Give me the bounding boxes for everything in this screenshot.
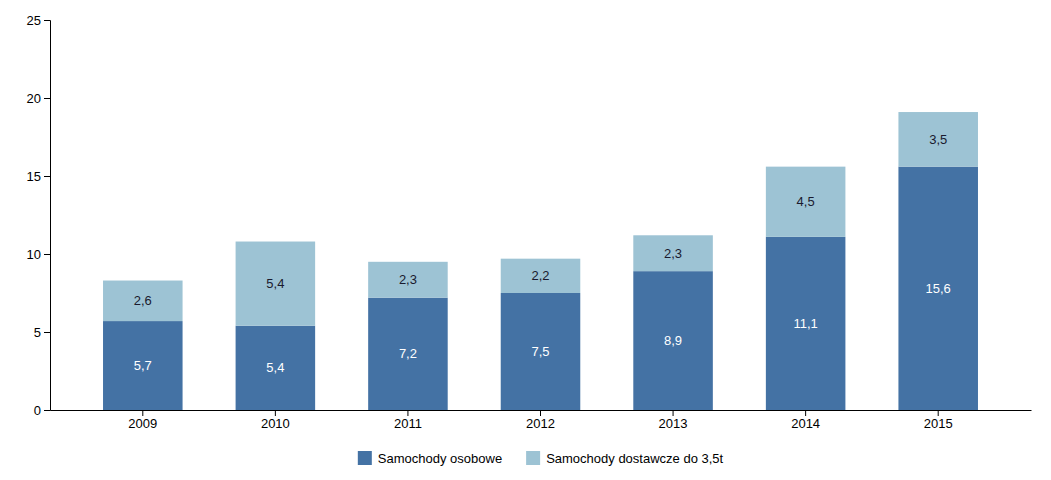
y-tick: 20 — [27, 91, 50, 106]
bar — [236, 242, 316, 326]
x-tick: 2012 — [526, 410, 555, 431]
data-label: 5,7 — [134, 358, 152, 373]
bar — [236, 326, 316, 410]
legend-item: Samochody dostawcze do 3,5t — [526, 451, 723, 466]
tick-mark — [44, 98, 50, 99]
tick-label: 2012 — [526, 416, 555, 431]
tick-mark — [805, 410, 806, 416]
bar-series — [103, 167, 978, 410]
bar — [501, 293, 581, 410]
tick-mark — [44, 254, 50, 255]
tick-label: 2015 — [924, 416, 953, 431]
bar — [368, 262, 448, 298]
bars — [103, 112, 978, 410]
tick-label: 0 — [34, 403, 41, 418]
data-label: 15,6 — [926, 281, 951, 296]
tick-mark — [44, 176, 50, 177]
data-label: 7,2 — [399, 346, 417, 361]
tick-label: 10 — [27, 247, 41, 262]
legend: Samochody osobowe Samochody dostawcze do … — [358, 451, 724, 466]
legend-swatch — [526, 451, 540, 465]
data-label: 11,1 — [793, 316, 817, 331]
bar-series — [103, 112, 978, 326]
plot: 5,7 5,4 7,2 7,5 8,9 11,1 15,6 2,6 5,4 2,3 2,2 2,3 4,… — [27, 13, 1032, 432]
data-label: 2,2 — [531, 268, 549, 283]
bar — [501, 259, 581, 293]
x-tick: 2010 — [261, 410, 290, 431]
data-label: 5,4 — [266, 276, 284, 291]
bar — [633, 271, 713, 410]
bar — [103, 321, 183, 410]
data-label-series: 2,6 5,4 2,3 2,2 2,3 4,5 3,5 — [134, 132, 947, 308]
tick-mark — [44, 20, 50, 21]
data-label: 4,5 — [797, 194, 815, 209]
y-axis: 0 5 10 15 20 25 — [27, 13, 51, 418]
x-tick: 2013 — [659, 410, 688, 431]
y-tick: 0 — [34, 403, 50, 418]
tick-label: 2009 — [128, 416, 157, 431]
x-tick: 2009 — [128, 410, 157, 431]
legend-label: Samochody osobowe — [378, 451, 502, 466]
data-label-series: 5,7 5,4 7,2 7,5 8,9 11,1 15,6 — [134, 281, 951, 376]
data-label: 5,4 — [266, 360, 284, 375]
data-label: 8,9 — [664, 333, 682, 348]
tick-label: 2011 — [394, 416, 422, 431]
data-labels: 5,7 5,4 7,2 7,5 8,9 11,1 15,6 2,6 5,4 2,3 2,2 2,3 4,… — [134, 132, 951, 376]
tick-mark — [407, 410, 408, 416]
tick-label: 2013 — [659, 416, 688, 431]
data-label: 2,3 — [399, 272, 417, 287]
tick-mark — [938, 410, 939, 416]
tick-mark — [44, 332, 50, 333]
x-tick: 2011 — [394, 410, 422, 431]
tick-mark — [275, 410, 276, 416]
tick-label: 2010 — [261, 416, 290, 431]
bar — [633, 235, 713, 271]
data-label: 2,3 — [664, 246, 682, 261]
bar — [898, 112, 978, 167]
axis-domain — [44, 21, 51, 411]
bar — [103, 281, 183, 322]
legend-swatch — [358, 451, 372, 465]
x-axis: 2009 2010 2011 2012 2013 2014 2015 — [51, 410, 1032, 431]
tick-mark — [540, 410, 541, 416]
bar — [766, 167, 846, 237]
tick-mark — [142, 410, 143, 416]
y-tick: 5 — [34, 325, 50, 340]
tick-label: 25 — [27, 13, 41, 28]
y-tick: 25 — [27, 13, 50, 28]
data-label: 7,5 — [531, 344, 549, 359]
x-tick: 2014 — [791, 410, 820, 431]
bar — [368, 298, 448, 410]
tick-label: 2014 — [791, 416, 820, 431]
tick-label: 15 — [27, 169, 41, 184]
tick-label: 20 — [27, 91, 41, 106]
bar — [898, 167, 978, 410]
data-label: 2,6 — [134, 293, 152, 308]
tick-label: 5 — [34, 325, 41, 340]
chart: 5,7 5,4 7,2 7,5 8,9 11,1 15,6 2,6 5,4 2,3 2,2 2,3 4,… — [0, 0, 1051, 480]
y-tick: 15 — [27, 169, 50, 184]
legend-label: Samochody dostawcze do 3,5t — [546, 451, 723, 466]
legend-item: Samochody osobowe — [358, 451, 502, 466]
tick-mark — [44, 410, 50, 411]
y-tick: 10 — [27, 247, 50, 262]
tick-mark — [673, 410, 674, 416]
bar — [766, 237, 846, 410]
x-tick: 2015 — [924, 410, 953, 431]
data-label: 3,5 — [929, 132, 947, 147]
